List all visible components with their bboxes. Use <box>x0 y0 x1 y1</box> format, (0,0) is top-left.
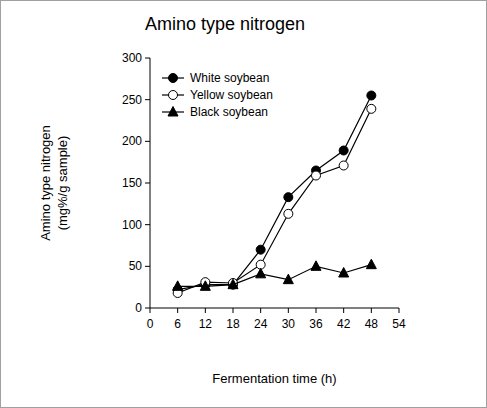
point <box>228 279 238 289</box>
y-tick <box>145 99 150 100</box>
legend-marker <box>169 74 178 83</box>
y-tick-label: 100 <box>122 218 142 232</box>
y-axis-label: Amino type nitrogen <box>38 125 53 241</box>
x-tick-label: 0 <box>147 317 154 331</box>
x-tick <box>150 308 151 313</box>
point <box>173 281 183 291</box>
point <box>367 91 376 100</box>
point <box>284 209 293 218</box>
x-tick-label: 48 <box>365 317 379 331</box>
x-axis-label: Fermentation time (h) <box>212 371 336 386</box>
point <box>339 268 349 278</box>
frame <box>1 1 487 408</box>
y-tick <box>145 266 150 267</box>
point <box>366 259 376 269</box>
point <box>256 268 266 278</box>
x-tick-label: 24 <box>254 317 268 331</box>
x-tick-label: 18 <box>226 317 240 331</box>
y-tick-label: 250 <box>122 93 142 107</box>
point <box>311 261 321 271</box>
y-tick-label: 200 <box>122 134 142 148</box>
y-tick <box>145 183 150 184</box>
legend-label: Black soybean <box>190 105 268 119</box>
y-tick-label: 300 <box>122 51 142 65</box>
x-tick <box>177 308 178 313</box>
point <box>312 171 321 180</box>
point <box>367 104 376 113</box>
y-tick-label: 150 <box>122 176 142 190</box>
x-axis <box>150 308 399 309</box>
x-tick <box>233 308 234 313</box>
plot-area <box>173 91 377 298</box>
point <box>339 161 348 170</box>
legend-label: Yellow soybean <box>190 88 273 102</box>
x-tick <box>205 308 206 313</box>
point <box>339 146 348 155</box>
x-tick <box>399 308 400 313</box>
series-line <box>178 109 372 293</box>
point <box>200 281 210 291</box>
legend-marker <box>169 91 178 100</box>
series-line <box>178 96 372 290</box>
x-tick-label: 54 <box>392 317 406 331</box>
legend: White soybean Yellow soybean Black soybean <box>162 71 273 119</box>
x-tick-label: 12 <box>199 317 213 331</box>
x-tick-label: 42 <box>337 317 351 331</box>
y-tick <box>145 308 150 309</box>
point <box>284 193 293 202</box>
x-tick <box>316 308 317 313</box>
x-tick-label: 6 <box>174 317 181 331</box>
legend-label: White soybean <box>190 71 269 85</box>
y-tick-label: 0 <box>135 301 142 315</box>
y-tick <box>145 224 150 225</box>
x-tick <box>343 308 344 313</box>
y-axis-label: (mg%/g sample) <box>55 136 70 231</box>
y-tick-label: 50 <box>129 259 143 273</box>
x-tick-label: 36 <box>309 317 323 331</box>
x-tick <box>288 308 289 313</box>
legend-marker <box>168 107 178 117</box>
x-tick <box>371 308 372 313</box>
point <box>283 274 293 284</box>
point <box>256 245 265 254</box>
y-tick <box>145 58 150 59</box>
y-tick <box>145 141 150 142</box>
chart: Amino type nitrogenAmino type nitrogen(m… <box>0 0 487 408</box>
title: Amino type nitrogen <box>145 14 305 34</box>
x-tick <box>260 308 261 313</box>
x-tick-label: 30 <box>282 317 296 331</box>
